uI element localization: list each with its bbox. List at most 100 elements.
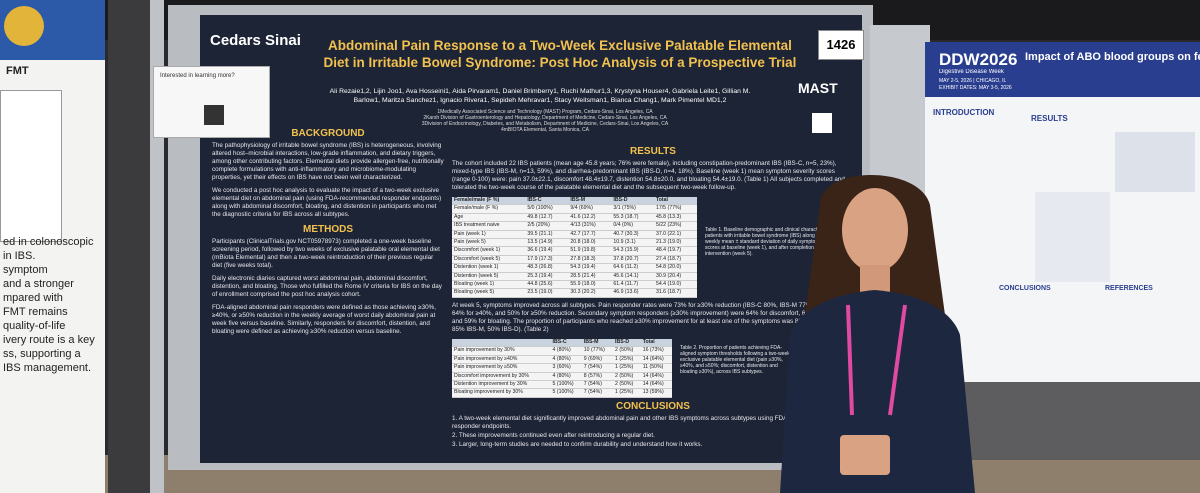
ddw-exhibit: EXHIBIT DATES: MAY 3-5, 2026 [939, 85, 1012, 91]
header-row: Female/male (F %) IBS-C IBS-M IBS-D Total [452, 197, 697, 206]
table-cell: 7 (54%) [581, 388, 614, 398]
header-cell: Total [653, 197, 697, 206]
background-text: The pathophysiology of irritable bowel s… [212, 142, 444, 219]
table-2-wrap: IBS-C IBS-M IBS-D Total Pain improvement by … [452, 338, 672, 398]
section-heading: RESULTS [630, 146, 676, 157]
header-cell: IBS-M [568, 197, 612, 206]
left-poster-line: and a stronger [3, 278, 74, 290]
table-cell: Bloating (week 1) [452, 280, 526, 290]
table-cell: 3/1 (75%) [611, 204, 654, 214]
table-cell: 4/13 (31%) [568, 221, 612, 231]
results-text: The cohort included 22 IBS patients (mea… [452, 160, 845, 191]
affiliation: 1Medically Associated Science and Techno… [437, 109, 653, 115]
table-cell: Distention improvement by 30% [452, 380, 551, 390]
table-2: IBS-C IBS-M IBS-D Total Pain improvement by … [452, 338, 672, 398]
table-cell: 13 (59%) [640, 388, 672, 398]
right-column: RESULTS The cohort included 22 IBS patie… [452, 143, 854, 461]
table-cell: 3 (60%) [550, 363, 582, 373]
poster-title: Abdominal Pain Response to a Two-Week Ex… [323, 38, 797, 70]
section-heading: INTRODUCTION [933, 108, 995, 117]
paragraph: The pathophysiology of irritable bowel s… [212, 142, 444, 181]
table-cell: 17.9 (17.3) [525, 255, 569, 265]
table-cell: 48.4 (19.7) [653, 246, 697, 256]
table-cell: 31.6 (18.7) [653, 288, 697, 298]
diagram [1035, 192, 1110, 282]
qr-code [204, 105, 224, 125]
table-cell: 48.3 (26.8) [525, 263, 569, 273]
affiliation: 4mBIOTA Elemental, Santa Monica, CA [500, 127, 589, 133]
table-cell: 16 (73%) [640, 346, 672, 356]
left-poster-text: ed in colonoscopic in IBS. symptom and a st… [0, 235, 105, 465]
qr-code [812, 113, 832, 133]
right-poster-header [925, 42, 1200, 97]
table-cell: 27.8 (18.3) [568, 255, 612, 265]
results-text: At week 5, symptoms improved across all … [452, 301, 854, 333]
table-cell: 61.4 (11.7) [611, 280, 654, 290]
left-poster-line: mpared with [3, 292, 63, 304]
table-cell: 64.6 (11.2) [611, 263, 654, 273]
table-cell: 1 (25%) [613, 355, 641, 365]
table-row: Discomfort improvement by 30% 4 (80%) 8 (5… [452, 372, 672, 381]
table-body: Female/male (F %) 5/0 (100%) 9/4 (69%) 3/1 … [452, 204, 697, 298]
ddw-sub: Digestive Disease Week [939, 69, 1004, 75]
table-cell: 1 (25%) [613, 388, 641, 398]
table-cell: 2 (50%) [613, 380, 641, 390]
table-cell: 4 (80%) [550, 372, 582, 381]
table-cell: 46.9 (13.6) [611, 288, 654, 298]
section-heading: REFERENCES [1105, 285, 1153, 292]
table-cell: 41.6 (12.2) [568, 213, 612, 223]
left-column: BACKGROUND The pathophysiology of irrita… [212, 125, 444, 455]
table-cell: 54.3 (19.4) [568, 263, 612, 273]
left-poster-line: quality-of-life [3, 320, 66, 332]
table-row: IBS treatment naive 2/5 (20%) 4/13 (31%) 0/… [452, 221, 697, 231]
hands [840, 435, 890, 475]
table-row: Discomfort (week 1) 36.6 (19.4) 51.9 (19.8… [452, 246, 697, 256]
table-cell: 30.9 (20.4) [653, 272, 697, 282]
table-row: Age 49.8 (12.7) 41.6 (12.2) 55.3 (18.7) 45.8… [452, 213, 697, 223]
table-row: Distention improvement by 30% 5 (100%) 7 (… [452, 380, 672, 390]
table-cell: Pain improvement by ≥40% [452, 355, 551, 365]
table-cell: 7 (54%) [581, 380, 614, 390]
methods-text: Participants (ClinicalTrials.gov NCT0597… [212, 238, 444, 336]
table-row: Bloating improvement by 30% 5 (100%) 7 (54… [452, 388, 672, 398]
table-row: Pain (week 5) 13.5 (14.9) 20.8 (18.0) 10.9 … [452, 238, 697, 248]
left-poster-line: FMT remains [3, 306, 68, 318]
table-row: Pain improvement by ≥50% 3 (60%) 7 (54%) 1 … [452, 363, 672, 373]
table-cell: 1 (25%) [613, 363, 641, 373]
table-cell: 7 (54%) [581, 363, 614, 373]
table-cell: 14 (64%) [640, 380, 672, 390]
table-cell: 51.9 (19.8) [568, 246, 612, 256]
table-cell: Distention (week 1) [452, 263, 526, 273]
affiliations: 1Medically Associated Science and Techno… [380, 109, 710, 133]
left-poster-line: in IBS. [3, 250, 36, 262]
left-poster-line: ivery route is a key [3, 334, 95, 346]
section-heading: RESULTS [1031, 114, 1068, 123]
table-cell: 45.6 (14.1) [611, 272, 654, 282]
affiliation: 2Karsh Division of Gastroenterology and … [423, 115, 667, 121]
table-row: Bloating (week 5) 23.5 (19.0) 30.3 (20.2) 4… [452, 288, 697, 298]
left-poster-line: ed in colonoscopic [3, 236, 94, 248]
table-1-wrap: Female/male (F %) IBS-C IBS-M IBS-D Total Fem… [452, 197, 697, 298]
table-cell: 9/4 (69%) [568, 204, 612, 214]
table-cell: 4 (80%) [550, 355, 582, 365]
conclusion-item: 2. These improvements continued even aft… [452, 431, 655, 439]
figure [0, 90, 62, 242]
table-row: IBS-C IBS-M IBS-D Total Pain improvement by … [452, 338, 854, 398]
section-heading: BACKGROUND [291, 128, 365, 139]
table-cell: 5 (100%) [550, 388, 582, 398]
table-cell: 23.5 (19.0) [525, 288, 569, 298]
table-cell: Pain improvement by ≥50% [452, 363, 551, 373]
table-cell: 21.3 (19.0) [653, 238, 697, 248]
table-head: IBS-C IBS-M IBS-D Total [452, 338, 672, 348]
conclusion-item: 3. Larger, long-term studies are needed … [452, 440, 703, 448]
table-cell: 10 (77%) [581, 346, 614, 356]
table-cell: 39.5 (21.1) [525, 230, 569, 240]
table-cell: Pain (week 1) [452, 230, 526, 240]
table-cell: 27.4 (18.7) [653, 255, 697, 265]
section-heading: CONCLUSIONS [999, 285, 1051, 292]
table-cell: 2 (50%) [613, 346, 641, 356]
table-cell: Distention (week 5) [452, 272, 526, 282]
emblem [4, 6, 44, 46]
ddw-logo: DDW2026 [939, 50, 1018, 69]
